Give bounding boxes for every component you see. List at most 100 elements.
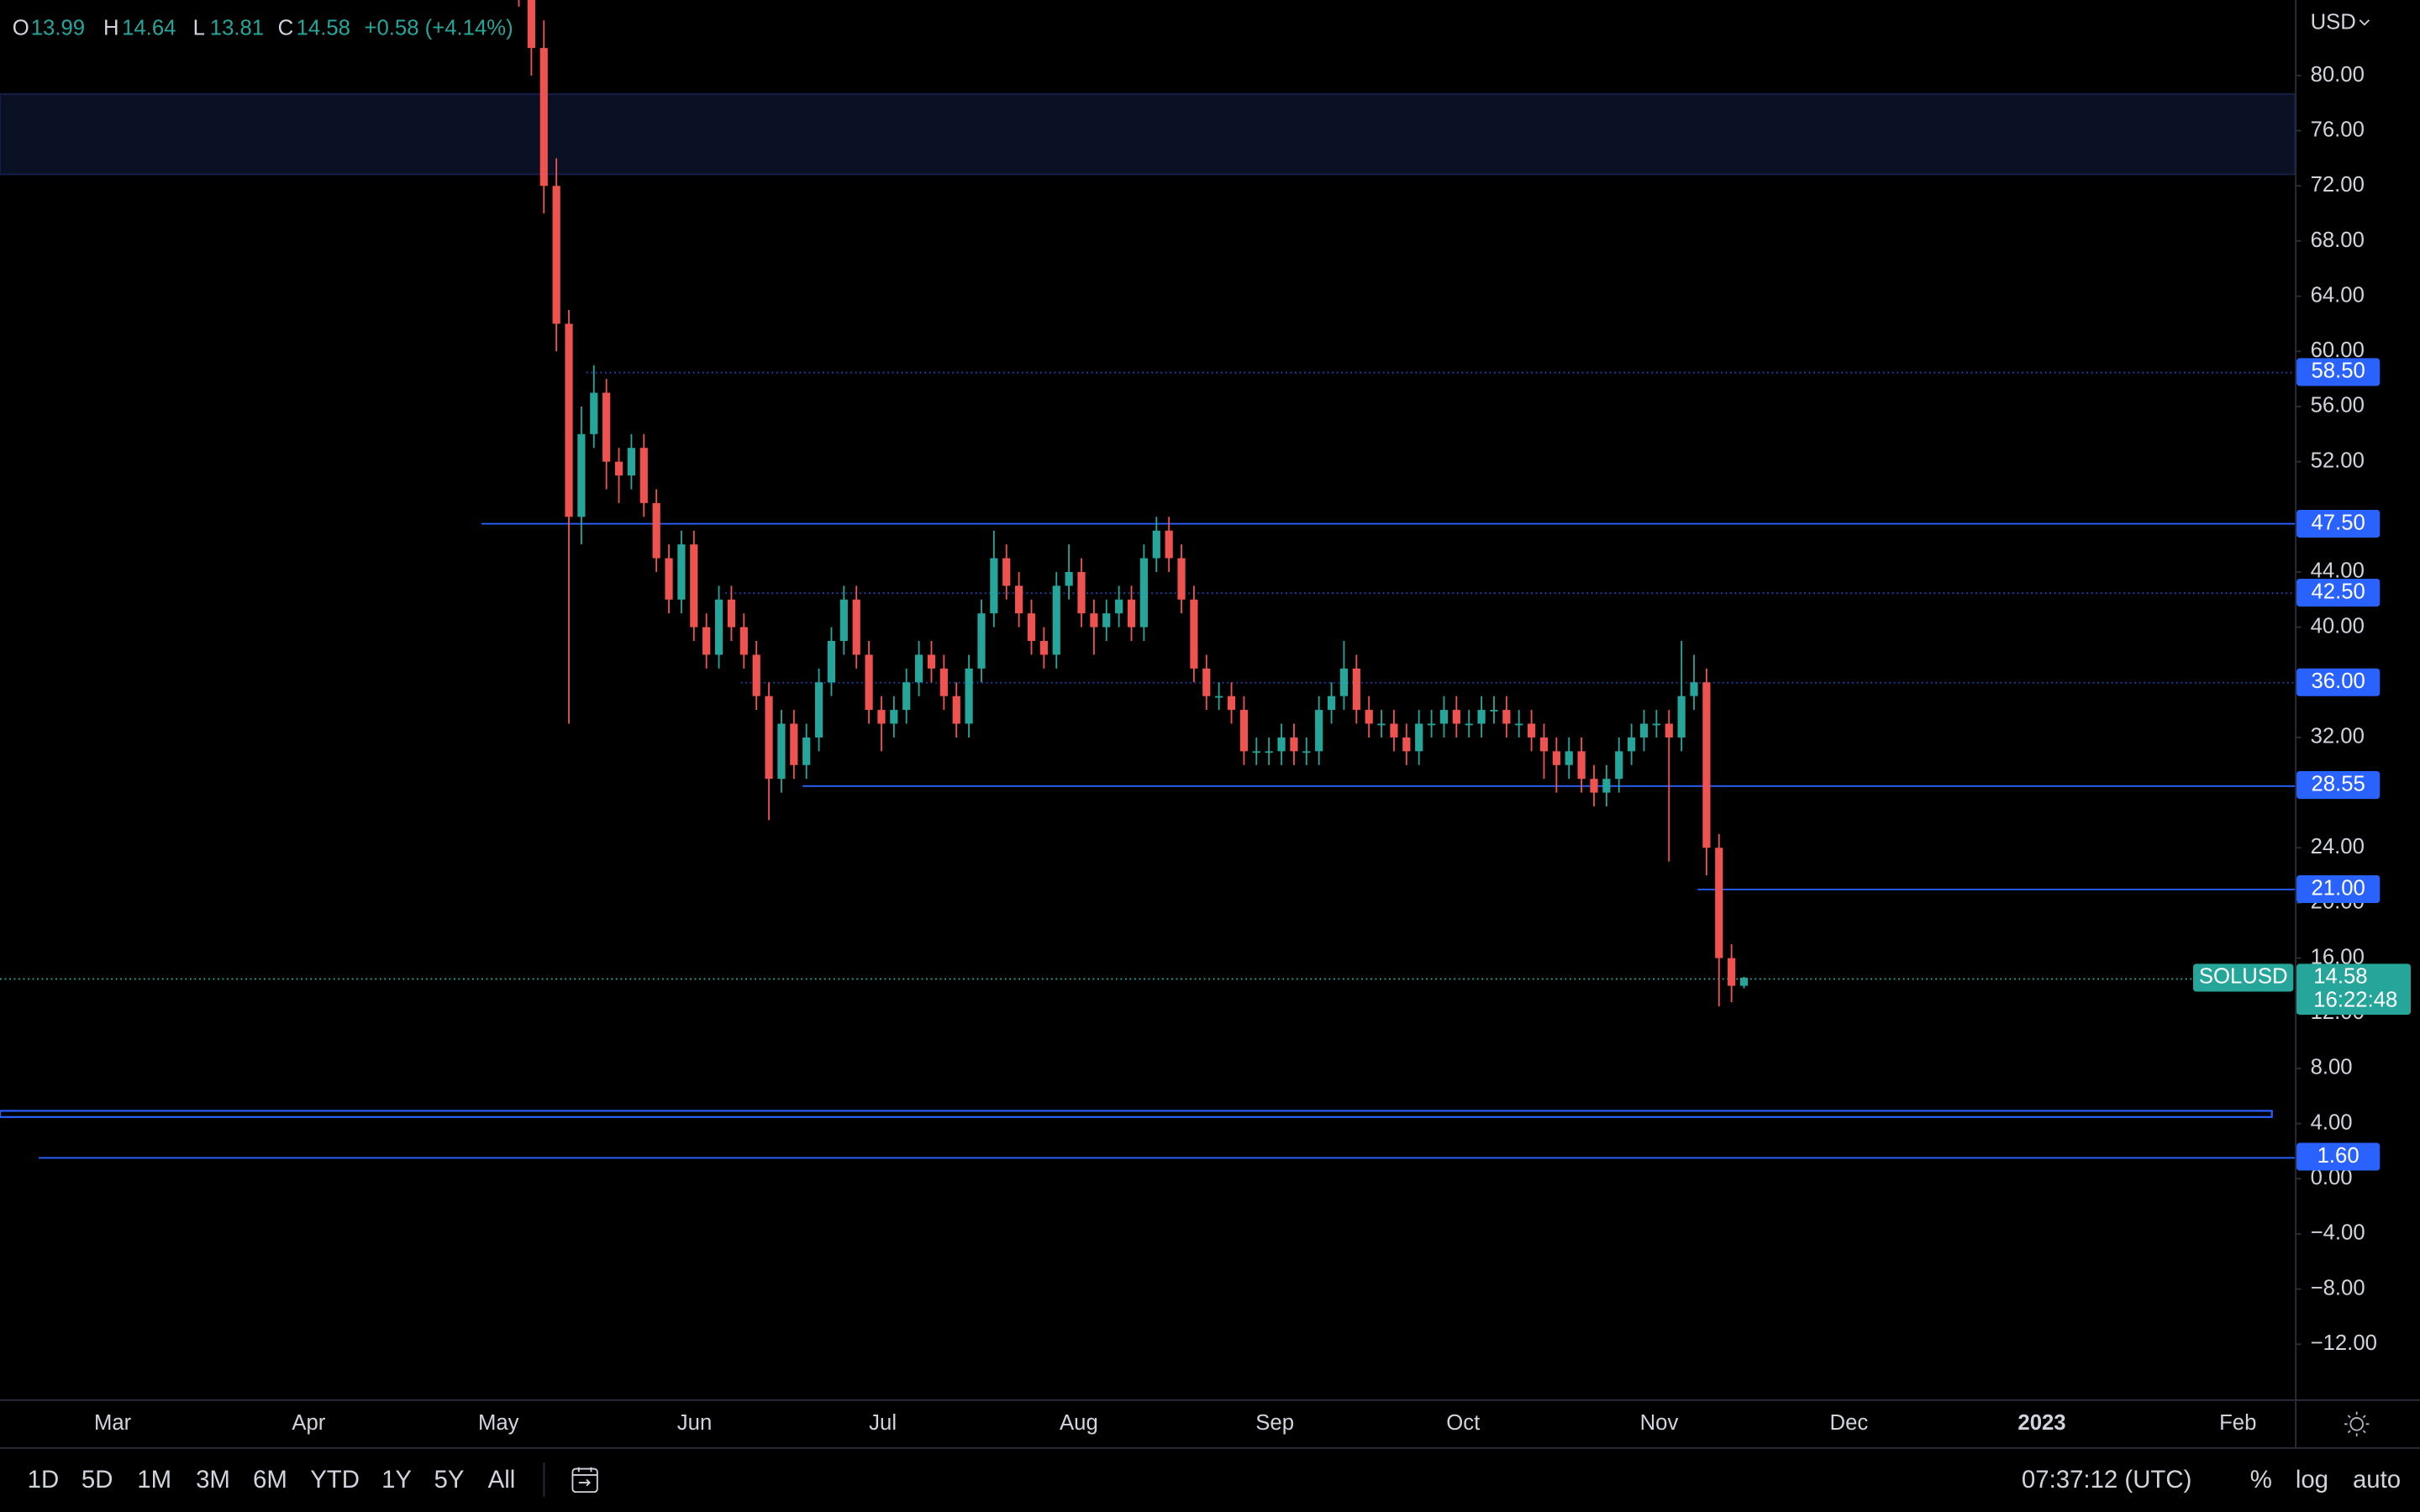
candle-body [627,448,635,476]
y-tick-label: 80.00 [2311,63,2365,87]
toolbar: 1D 5D 1M 3M 6M YTD 1Y 5Y All 07:37:12 (UTC)% log au… [28,1466,2402,1494]
level-tag [2296,579,2381,607]
x-tick-label: Mar [94,1411,132,1435]
scale-option[interactable]: % [2250,1466,2272,1494]
candle-body [1390,723,1398,738]
range-button[interactable]: 1D [28,1466,60,1494]
range-button[interactable]: 5Y [434,1466,465,1494]
candle-body [1277,737,1286,752]
range-button[interactable]: 5D [82,1466,113,1494]
currency-caret [2359,19,2370,26]
candle-body [1302,751,1311,753]
candle-body [1052,585,1060,655]
settings-icon[interactable] [2344,1411,2370,1436]
y-tick-label: 32.00 [2311,725,2365,748]
candle-body [1115,599,1123,614]
countdown: 16:22:48 [2313,988,2397,1011]
scale-option[interactable]: auto [2353,1466,2401,1494]
level-tag [2296,1142,2381,1171]
legend-c: 14.58 [297,17,350,40]
candle-body [1565,751,1573,765]
level-tag-label: 36.00 [2311,669,2365,693]
candle-body [852,599,860,655]
x-tick-label: Sep [1255,1411,1294,1435]
range-button[interactable]: 3M [196,1466,230,1494]
candle-body [790,723,798,765]
candle-body [1027,613,1036,642]
y-tick-label: 4.00 [2311,1110,2353,1134]
candle-body [915,654,923,683]
candle-body [602,392,611,462]
candle-body [1702,682,1711,848]
candle-body [1065,571,1073,586]
candle-body [1452,710,1460,724]
candle-body [902,682,911,711]
candle-body [1127,599,1136,627]
x-tick-label: May [478,1411,519,1435]
candle-body [777,723,786,780]
candle-body [1465,723,1473,726]
candle-body [577,433,586,517]
candle-body [552,186,560,324]
price-axis: 80.0076.0072.0068.0064.0060.0056.0052.00… [2193,63,2411,1355]
candle-body [865,654,873,711]
currency[interactable]: USD [2311,10,2356,34]
candle-body [702,627,711,655]
level-tag-label: 1.60 [2317,1144,2360,1168]
candle-body [1002,558,1011,586]
candle-body [539,48,548,186]
candle-body [1352,668,1360,711]
candle-body [1628,737,1636,752]
candle-body [1077,571,1086,614]
candle-body [1377,723,1386,726]
candle-body [1152,530,1160,559]
symbol-tag-label: SOLUSD [2199,965,2288,989]
candle-body [652,502,660,559]
x-tick-label: Jun [677,1411,712,1435]
candle-body [1015,585,1023,614]
y-tick-label: 68.00 [2311,228,2365,252]
price-tag [2296,963,2411,1015]
candle-body [739,627,748,655]
range-button[interactable]: YTD [310,1466,360,1494]
range-button[interactable]: 1Y [381,1466,412,1494]
clock[interactable]: 07:37:12 (UTC) [2022,1466,2191,1494]
candle-body [1515,723,1523,726]
time-axis: Mar Apr May Jun Jul Aug Sep Oct Nov Dec 2023 Feb [94,1411,2256,1435]
x-tick-label: Jul [869,1411,897,1435]
candle-body [639,448,648,503]
candle-body [814,682,823,738]
goto-date-icon[interactable] [571,1467,598,1494]
candle-body [1477,710,1486,724]
candle-body [877,710,886,724]
candle-body [839,599,848,642]
candle-body [1528,723,1536,738]
candle-body [1315,710,1323,752]
x-tick-label: 2023 [2018,1411,2065,1435]
range-button[interactable]: 1M [137,1466,171,1494]
range-button[interactable]: 6M [253,1466,287,1494]
legend-o: 13.99 [31,17,85,40]
candle-body [1365,710,1373,724]
candle-body [765,696,773,780]
range-button[interactable]: All [488,1466,516,1494]
x-tick-label: Dec [1830,1411,1869,1435]
candle-body [1590,779,1598,793]
scale-option[interactable]: log [2296,1466,2328,1494]
candle-body [752,654,760,696]
level-tag [2296,509,2381,538]
candle-body [1177,558,1186,600]
level-tag-label: 47.50 [2311,511,2365,534]
legend-o-key: O [13,17,29,40]
candle-body [1339,668,1349,696]
candle-body [714,599,723,655]
candle-body [965,668,973,724]
legend-l-key: L [193,17,205,40]
candle-body [677,544,686,600]
candle-body [1265,751,1273,753]
candle-body [1227,696,1236,711]
y-tick-label: 72.00 [2311,173,2365,197]
legend-h-key: H [103,17,119,40]
x-tick-label: Apr [292,1411,325,1435]
thick-line [0,1110,2273,1118]
